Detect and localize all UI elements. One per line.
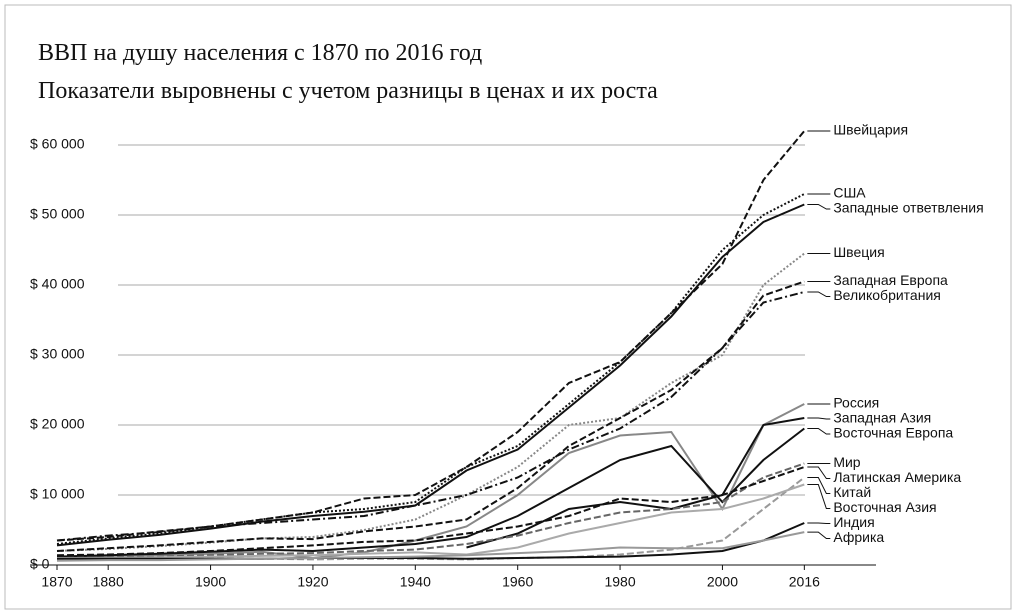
frame xyxy=(4,4,1012,610)
legend-label: Латинская Америка xyxy=(833,469,961,485)
series-line xyxy=(57,483,805,559)
y-tick-label: $ 60 000 xyxy=(30,136,85,152)
legend-label: Швеция xyxy=(833,244,884,260)
legend-label: Россия xyxy=(833,395,879,411)
leader-line xyxy=(807,466,831,479)
legend-label: Мир xyxy=(833,454,860,470)
x-tick-label: 1880 xyxy=(93,574,124,590)
legend-label: Швейцария xyxy=(833,122,908,138)
legend-label: Западная Азия xyxy=(833,410,931,426)
x-tick-label: 2000 xyxy=(707,574,738,590)
series-line xyxy=(56,130,806,542)
x-tick-label: 1980 xyxy=(604,574,635,590)
legend-label: США xyxy=(833,185,866,201)
series-line xyxy=(56,280,805,552)
series-line xyxy=(56,403,805,560)
legend-label: Великобритания xyxy=(833,287,941,303)
leader-line xyxy=(807,417,831,420)
x-tick-label: 2016 xyxy=(789,574,820,590)
legend-label: Африка xyxy=(833,529,884,545)
legend-label: Восточная Европа xyxy=(833,425,953,441)
leader-line xyxy=(807,428,831,435)
leader-line xyxy=(807,477,831,494)
y-tick-label: $ 10 000 xyxy=(30,486,85,502)
x-tick-label: 1940 xyxy=(400,574,431,590)
x-tick-label: 1960 xyxy=(502,574,533,590)
chart-title: ВВП на душу населения с 1870 по 2016 год xyxy=(38,40,482,66)
legend-label: Китай xyxy=(833,484,871,500)
series-line xyxy=(56,193,805,545)
series-line xyxy=(466,417,805,549)
series-line xyxy=(56,466,805,557)
series-line xyxy=(56,462,805,559)
y-tick-label: $ 40 000 xyxy=(30,276,85,292)
leader-line xyxy=(807,522,831,524)
x-tick-label: 1900 xyxy=(195,574,226,590)
y-tick-label: $ 50 000 xyxy=(30,206,85,222)
legend-label: Западные ответвления xyxy=(833,200,983,216)
leader-line xyxy=(807,291,831,297)
series-line xyxy=(57,522,805,560)
legend-label: Восточная Азия xyxy=(833,499,936,515)
series-line xyxy=(56,427,805,558)
series-line xyxy=(56,252,805,552)
series-line xyxy=(56,531,805,562)
series-line xyxy=(56,203,805,547)
leader-line xyxy=(807,484,831,509)
leader-line xyxy=(807,531,831,539)
chart-subtitle: Показатели выровнены с учетом разницы в … xyxy=(38,78,658,104)
x-tick-label: 1920 xyxy=(297,574,328,590)
x-tick-label: 1870 xyxy=(41,574,72,590)
leader-line xyxy=(807,204,831,210)
y-tick-label: $ 30 000 xyxy=(30,346,85,362)
legend-label: Индия xyxy=(833,514,874,530)
legend-label: Западная Европа xyxy=(833,272,948,288)
series-line xyxy=(56,291,805,542)
y-tick-label: $ 0 xyxy=(30,556,50,572)
y-tick-label: $ 20 000 xyxy=(30,416,85,432)
